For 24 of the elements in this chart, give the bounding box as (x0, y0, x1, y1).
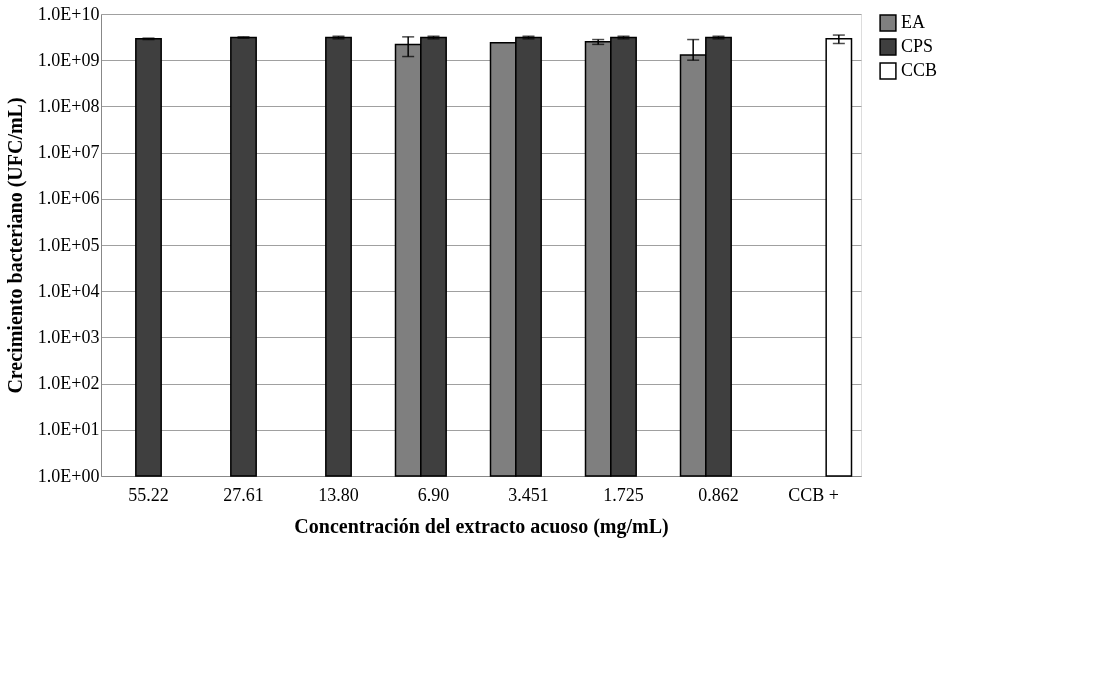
y-tick-label: 1.0E+07 (37, 142, 100, 163)
y-tick-label: 1.0E+09 (37, 49, 100, 70)
x-axis-title: Concentración del extracto acuoso (mg/mL) (294, 514, 669, 538)
y-tick-label: 1.0E+01 (37, 419, 100, 440)
legend-label: CPS (901, 36, 934, 56)
x-tick-label: 6.90 (417, 484, 450, 505)
y-tick-label: 1.0E+10 (37, 3, 100, 24)
y-tick-label: 1.0E+05 (37, 234, 100, 255)
y-tick-label: 1.0E+02 (37, 373, 100, 394)
y-tick-label: 1.0E+08 (37, 95, 100, 116)
y-tick-label: 1.0E+03 (37, 326, 100, 347)
x-tick-label: CCB + (788, 484, 839, 505)
x-tick-label: 1.725 (603, 484, 644, 505)
x-tick-label: 3.451 (508, 484, 549, 505)
y-tick-label: 1.0E+00 (37, 465, 100, 486)
x-tick-label: 0.862 (698, 484, 739, 505)
x-tick-label: 55.22 (128, 484, 169, 505)
x-tick-label: 13.80 (318, 484, 359, 505)
x-tick-label: 27.61 (223, 484, 264, 505)
y-axis-title: Crecimiento bacteriano (UFC/mL) (3, 97, 27, 394)
legend-label: EA (901, 12, 925, 32)
legend-label: CCB (901, 60, 938, 80)
y-tick-label: 1.0E+06 (37, 188, 100, 209)
y-tick-label: 1.0E+04 (37, 280, 100, 301)
